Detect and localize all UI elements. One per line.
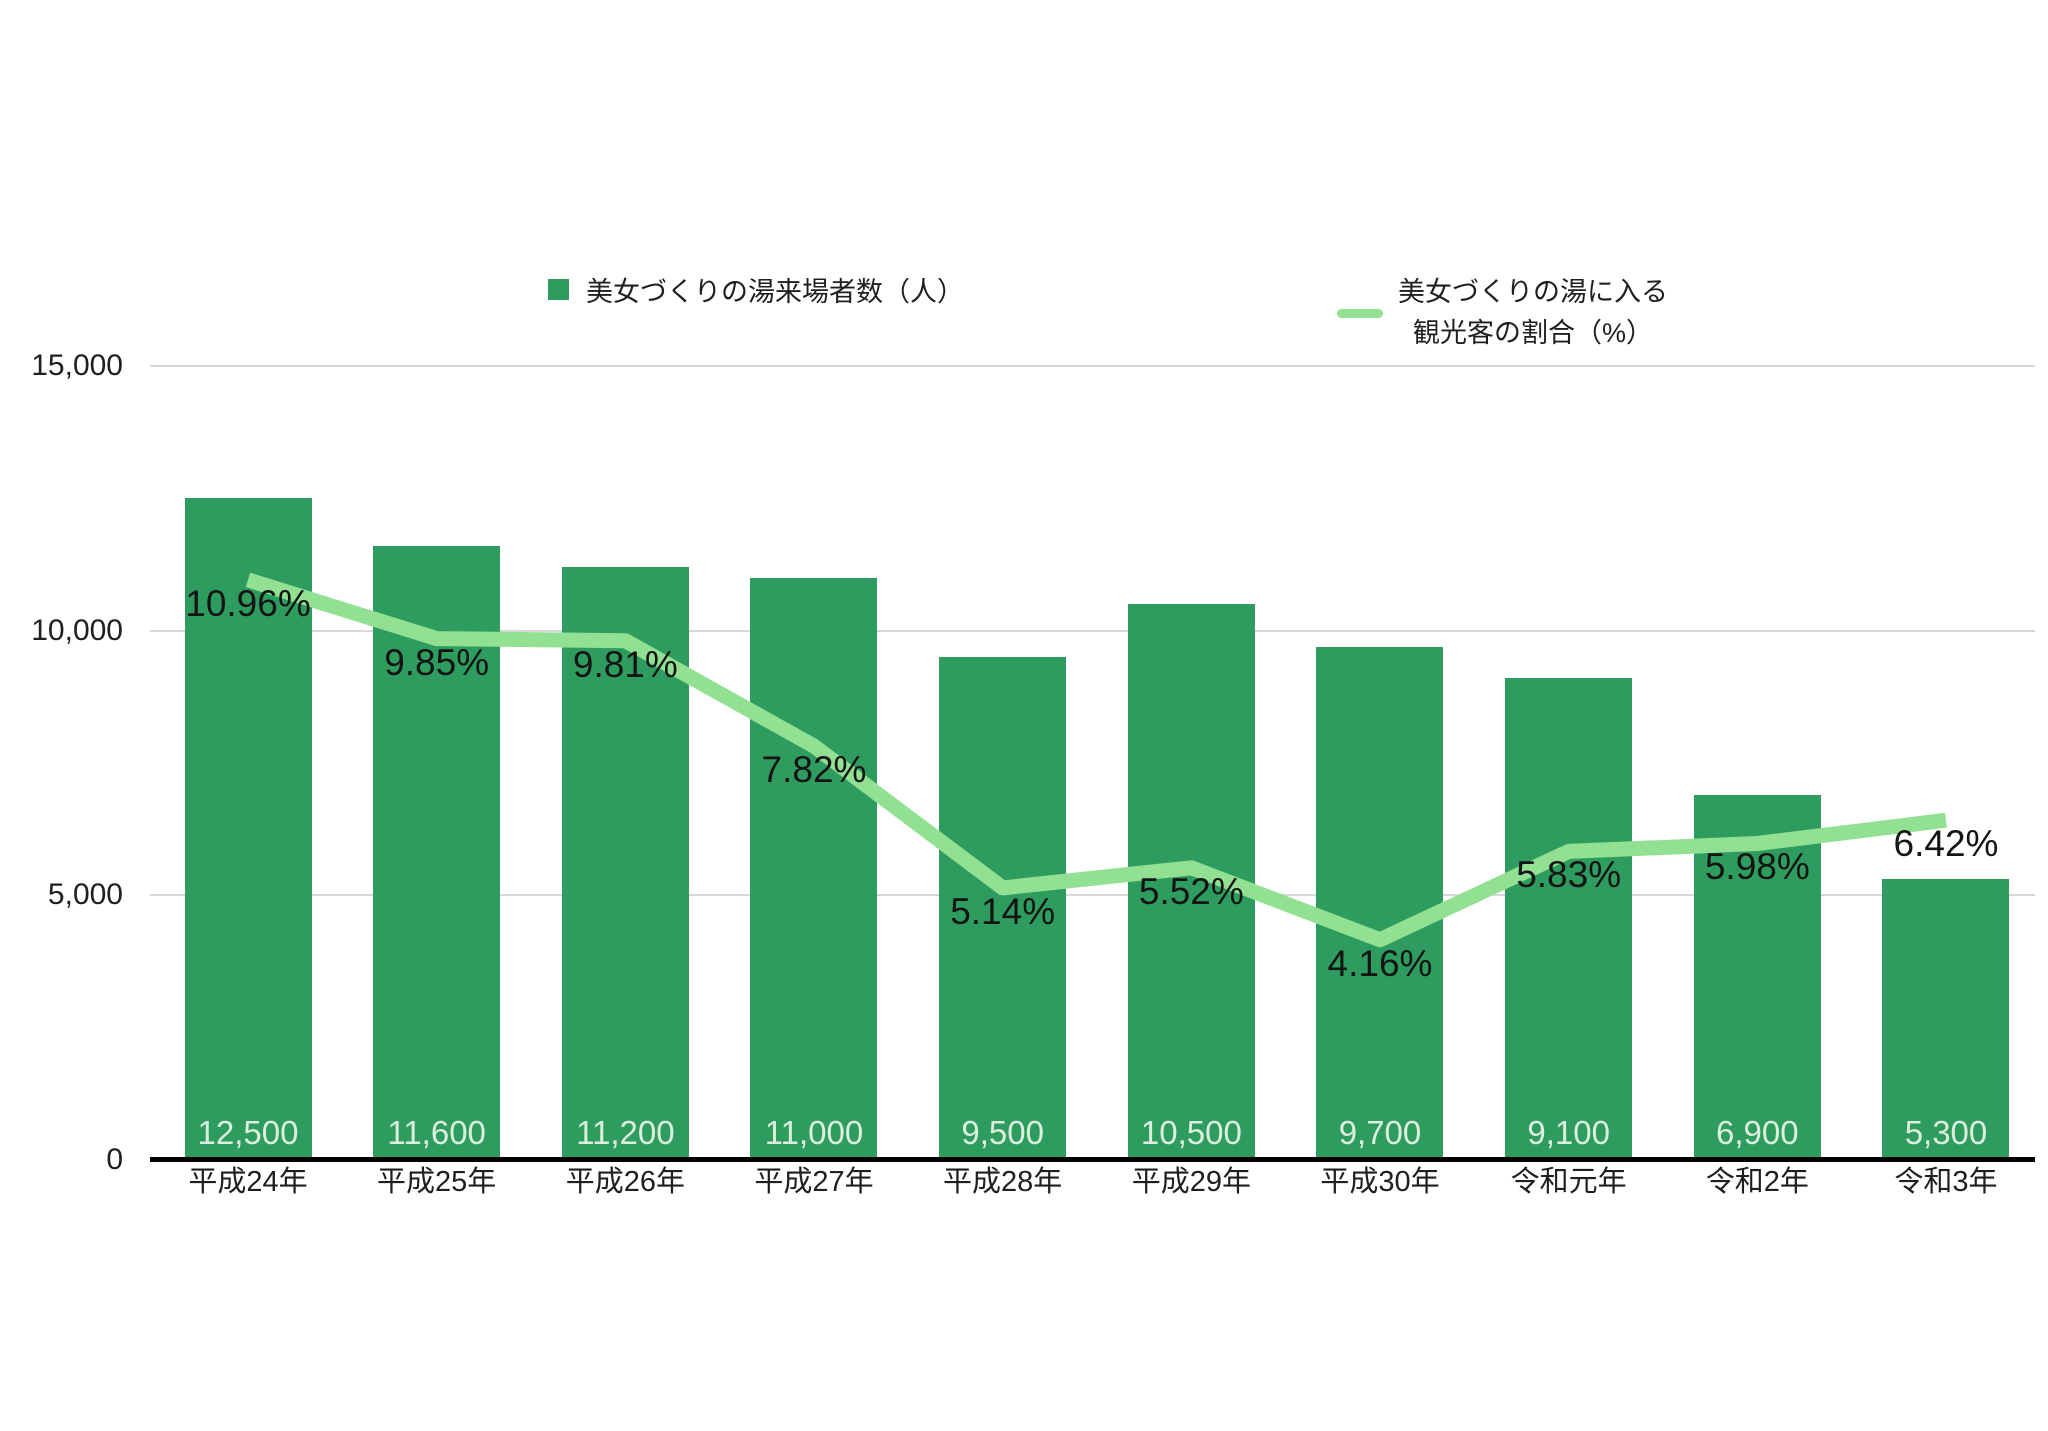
x-axis-tick-label: 平成29年	[1131, 1166, 1251, 1198]
bar-value-label: 9,500	[961, 1114, 1044, 1151]
percentage-trend-line	[245, 572, 1947, 948]
y-axis-tick-label: 0	[106, 1143, 123, 1176]
line-point-value-label: 6.42%	[1893, 823, 1999, 865]
line-point-value-label: 5.14%	[950, 890, 1056, 932]
legend-item-visitors: 美女づくりの湯来場者数（人）	[548, 270, 964, 309]
bar	[373, 545, 501, 1160]
line-point-value-label: 9.81%	[572, 643, 678, 685]
line-point-value-label: 4.16%	[1327, 942, 1433, 984]
bar-value-label: 10,500	[1140, 1114, 1242, 1151]
x-axis-tick-label: 令和元年	[1510, 1166, 1627, 1198]
bar-value-label: 6,900	[1716, 1114, 1799, 1151]
legend-label-percentage-line1: 美女づくりの湯に入る	[1398, 277, 1668, 307]
bar-series-swatch-icon	[548, 279, 569, 300]
legend-label-percentage-line2: 観光客の割合（%）	[1412, 318, 1653, 348]
line-point-value-label: 9.85%	[384, 641, 490, 683]
x-axis-tick-label: 平成26年	[565, 1166, 685, 1198]
gridline	[150, 365, 2035, 367]
bar-value-label: 9,700	[1338, 1114, 1422, 1151]
y-axis-tick-label: 5,000	[47, 878, 123, 912]
x-axis-tick-label: 令和2年	[1705, 1166, 1809, 1198]
line-point-value-label: 5.98%	[1704, 846, 1810, 888]
line-point-value-label: 5.52%	[1138, 870, 1244, 912]
x-axis-tick-label: 平成24年	[188, 1166, 308, 1198]
bar	[1505, 678, 1633, 1160]
y-axis-tick-label: 15,000	[31, 349, 123, 382]
line-point-value-label: 7.82%	[761, 749, 867, 791]
bar-value-label: 12,500	[197, 1114, 299, 1151]
bar	[750, 577, 878, 1160]
x-axis-tick-label: 平成30年	[1320, 1166, 1440, 1198]
legend-item-percentage: 美女づくりの湯に入る 観光客の割合（%）	[1337, 272, 1668, 354]
legend-label-percentage: 美女づくりの湯に入る 観光客の割合（%）	[1398, 272, 1668, 354]
bar-value-label: 9,100	[1527, 1114, 1610, 1151]
line-series-swatch-icon	[1337, 308, 1383, 318]
bar-value-label: 11,200	[576, 1114, 675, 1151]
y-axis-tick-label: 10,000	[31, 613, 123, 647]
bar	[1316, 646, 1444, 1160]
x-axis-tick-label: 平成25年	[377, 1166, 497, 1198]
legend-label-visitors: 美女づくりの湯来場者数（人）	[586, 277, 964, 307]
x-axis-tick-label: 平成27年	[754, 1166, 874, 1198]
x-axis-tick-label: 平成28年	[943, 1166, 1063, 1198]
x-axis-line	[150, 1157, 2035, 1162]
x-axis-tick-label: 令和3年	[1894, 1166, 1998, 1198]
bar-value-label: 11,000	[764, 1114, 864, 1151]
bar-value-label: 11,600	[387, 1114, 486, 1151]
bar-value-label: 5,300	[1904, 1114, 1988, 1151]
line-point-value-label: 10.96%	[185, 582, 311, 624]
line-point-value-label: 5.83%	[1516, 854, 1622, 896]
